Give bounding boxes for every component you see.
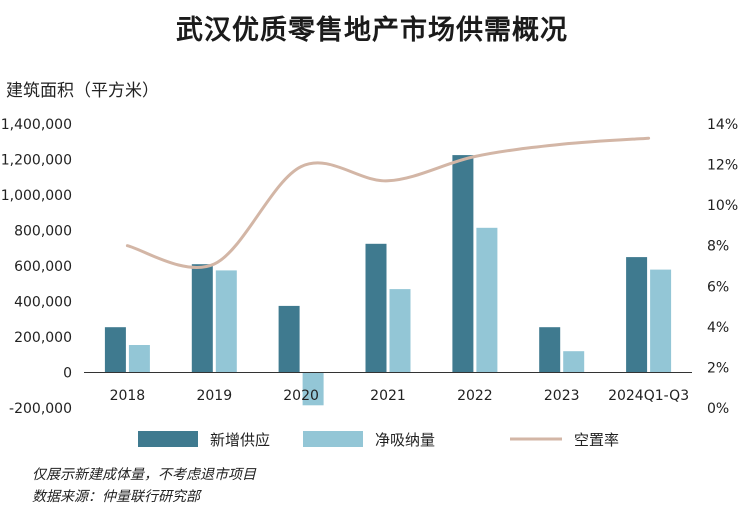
x-tick-label: 2023 [544, 388, 580, 404]
bar-new-supply-2020 [278, 305, 300, 373]
bar-new-supply-2019 [191, 264, 213, 373]
legend-swatch [138, 431, 198, 447]
bar-new-supply-2018 [104, 327, 126, 373]
y-tick-label: 800,000 [14, 224, 72, 240]
bar-net-absorption-2023 [563, 351, 585, 373]
bar-net-absorption-2024Q1-Q3 [650, 269, 672, 373]
bars-layer [104, 155, 672, 406]
y-tick-label: 0 [63, 366, 72, 382]
legend-label: 空置率 [574, 431, 619, 449]
y-tick-label: 400,000 [14, 295, 72, 311]
y-tick-label: 600,000 [14, 259, 72, 275]
legend-label: 新增供应 [210, 431, 270, 449]
y2-tick-label: 2% [707, 360, 729, 376]
x-axis-ticks: 2018 2019 2020 2021 2022 2023 2024Q1-Q3 [110, 388, 690, 404]
legend-label: 净吸纳量 [375, 431, 435, 449]
line-layer [125, 136, 651, 269]
y2-tick-label: 14% [707, 117, 738, 133]
bar-net-absorption-2020 [302, 372, 324, 406]
chart-title: 武汉优质零售地产市场供需概况 [176, 15, 568, 46]
bar-new-supply-2021 [365, 243, 387, 373]
y2-tick-label: 12% [707, 158, 738, 174]
y2-tick-label: 6% [707, 279, 729, 295]
y-tick-label: 1,400,000 [1, 117, 72, 133]
note-source: 数据来源：仲量联行研究部 [32, 489, 200, 505]
right-axis-ticks: 0% 2% 4% 6% 8% 10% 12% 14% [707, 117, 738, 417]
footnotes: 仅展示新建成体量，不考虑退市项目 数据来源：仲量联行研究部 [32, 464, 256, 508]
x-tick-label: 2018 [110, 388, 146, 404]
x-tick-label: 2021 [370, 388, 406, 404]
y-tick-label: -200,000 [9, 401, 72, 417]
bar-new-supply-2022 [452, 155, 474, 373]
y-tick-label: 1,000,000 [1, 188, 72, 204]
y2-tick-label: 0% [707, 401, 729, 417]
bar-net-absorption-2021 [389, 289, 411, 373]
x-tick-label: 2022 [457, 388, 493, 404]
bar-net-absorption-2022 [476, 227, 498, 373]
y-tick-label: 200,000 [14, 330, 72, 346]
y2-tick-label: 8% [707, 239, 729, 255]
note-scope: 仅展示新建成体量，不考虑退市项目 [32, 467, 256, 483]
vacancy-rate-line [125, 136, 651, 269]
x-tick-label: 2019 [196, 388, 232, 404]
x-tick-label: 2024Q1-Q3 [608, 388, 689, 404]
left-axis-ticks: -200,000 0 200,000 400,000 600,000 800,000 1,0… [1, 117, 72, 417]
x-tick-label: 2020 [283, 388, 319, 404]
bar-new-supply-2024Q1-Q3 [626, 257, 648, 373]
legend-swatch [303, 431, 363, 447]
y-axis-label: 建筑面积（平方米） [6, 81, 159, 101]
y2-tick-label: 10% [707, 198, 738, 214]
bar-new-supply-2023 [539, 327, 561, 373]
y2-tick-label: 4% [707, 320, 729, 336]
bar-net-absorption-2018 [128, 345, 150, 373]
legend: 新增供应 净吸纳量 空置率 [138, 431, 619, 449]
y-tick-label: 1,200,000 [1, 153, 72, 169]
bar-net-absorption-2019 [215, 270, 237, 373]
